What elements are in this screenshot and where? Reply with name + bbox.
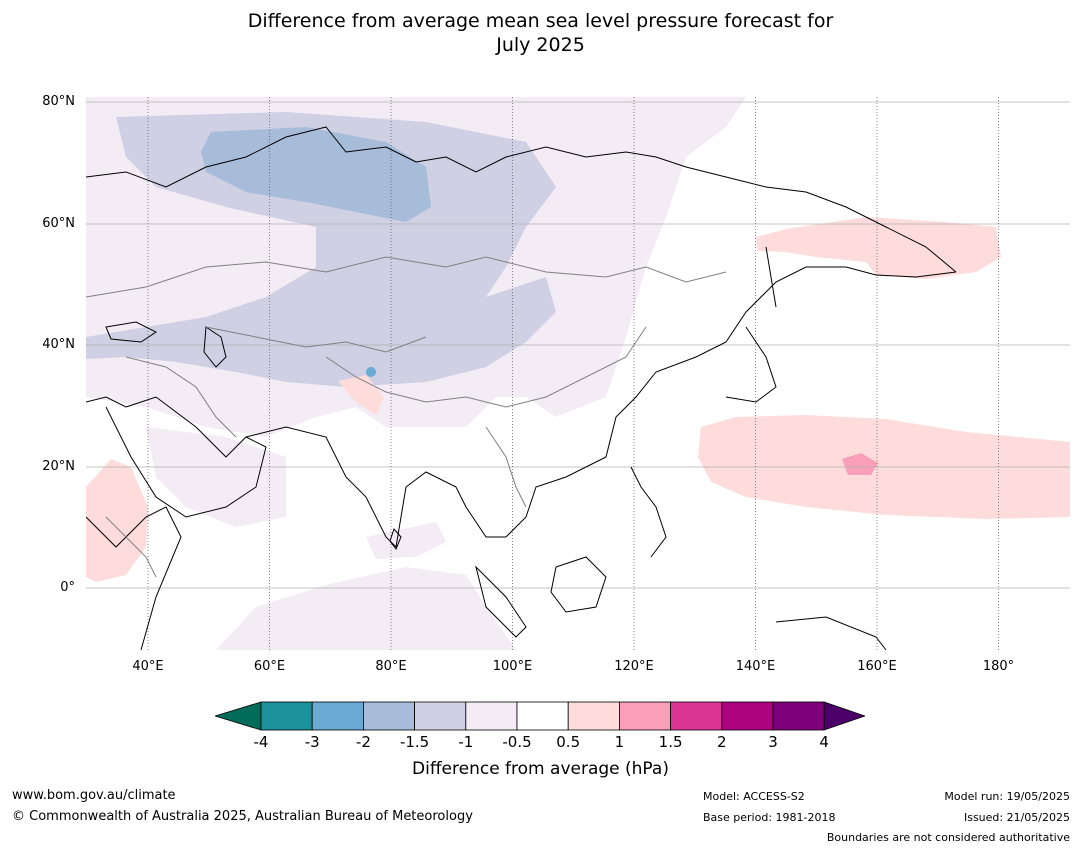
coast-arabia [105, 406, 267, 518]
colorbar-tick-label: -4 [253, 733, 269, 751]
coast-pacific-asia [505, 266, 957, 538]
footer-model: Model: ACCESS-S2 [703, 790, 805, 803]
colorbar-segment [362, 701, 415, 731]
anomaly-pos05-africa [86, 459, 148, 582]
footer-disclaimer: Boundaries are not considered authoritat… [826, 831, 1070, 844]
coast-south-asia [86, 396, 506, 549]
lon-tick-label: 60°E [253, 659, 286, 674]
border-se-asia [485, 426, 527, 508]
lat-tick-label: 0° [60, 580, 75, 595]
lon-tick-label: 80°E [375, 659, 407, 674]
colorbar-tick-label: -2 [355, 733, 371, 751]
coast-black-sea [105, 321, 157, 343]
coast-africa-east [86, 506, 182, 650]
border-russia-south [86, 256, 727, 298]
coast-philippines [630, 466, 667, 558]
border-central-asia [205, 326, 427, 353]
colorbar-tick-label: -0.5 [502, 733, 532, 751]
border-middle-east [125, 356, 237, 438]
colorbar-segment [311, 701, 364, 731]
lat-tick-label: 20°N [42, 459, 75, 474]
country-boundaries [86, 256, 727, 578]
lat-tick-label: 80°N [42, 94, 75, 109]
lon-tick-label: 40°E [132, 659, 164, 674]
lon-tick-label: 180° [982, 659, 1015, 674]
colorbar-tick-label: 1 [614, 733, 625, 751]
coast-arctic [86, 126, 957, 273]
colorbar-segment [414, 701, 467, 731]
coast-sri-lanka [389, 528, 402, 550]
colorbar [215, 701, 865, 731]
colorbar-extend-high [823, 701, 865, 731]
colorbar-tick-label: -3 [304, 733, 320, 751]
anomaly-neg05-south [216, 567, 516, 650]
lon-tick-label: 160°E [857, 659, 897, 674]
coast-japan [725, 326, 777, 403]
anomaly-neg2-spot [366, 367, 376, 377]
footer-copyright: © Commonwealth of Australia 2025, Austra… [12, 809, 473, 824]
colorbar-tick-label: 3 [768, 733, 778, 751]
footer-url[interactable]: www.bom.gov.au/climate [12, 788, 176, 803]
chart-title: Difference from average mean sea level p… [0, 9, 1081, 57]
anomaly-pos1-pacific [842, 453, 878, 475]
colorbar-segment [567, 701, 620, 731]
colorbar-tick-label: 1.5 [658, 733, 683, 751]
border-china-east [505, 326, 647, 408]
colorbar-segment [465, 701, 518, 731]
colorbar-segment [670, 701, 723, 731]
coast-sumatra [475, 565, 527, 638]
colorbar-tick-label: -1 [458, 733, 474, 751]
border-africa [105, 516, 157, 578]
coast-caspian [203, 326, 227, 368]
colorbar-tick-label: 0.5 [556, 733, 581, 751]
border-china-india [325, 356, 507, 408]
lat-tick-label: 40°N [42, 337, 75, 352]
footer-model-run: Model run: 19/05/2025 [944, 790, 1070, 803]
anomaly-neg05-arabia [146, 427, 286, 527]
colorbar-segment [516, 701, 569, 731]
colorbar-segment [772, 701, 825, 731]
anomaly-pos05-kamchatka [756, 217, 1001, 279]
colorbar-label: Difference from average (hPa) [412, 759, 669, 779]
colorbar-extend-low [215, 701, 262, 731]
map-panel [86, 97, 1070, 650]
lon-tick-label: 120°E [614, 659, 654, 674]
coast-borneo [550, 556, 607, 613]
lon-tick-label: 100°E [492, 659, 533, 674]
anomaly-neg05-indian [366, 522, 446, 559]
colorbar-tick-label: 2 [717, 733, 727, 751]
colorbar-segment [721, 701, 774, 731]
colorbar-tick-label: 4 [819, 733, 829, 751]
anomaly-fields [86, 97, 1070, 650]
map-svg [86, 97, 1070, 650]
title-line-2: July 2025 [496, 34, 585, 56]
footer-base-period: Base period: 1981-2018 [703, 811, 836, 824]
coast-sakhalin [765, 246, 777, 308]
gridlines [86, 97, 1070, 650]
coastlines [86, 126, 957, 650]
colorbar-segment [618, 701, 671, 731]
lat-tick-label: 60°N [42, 216, 75, 231]
lon-tick-label: 140°E [735, 659, 776, 674]
colorbar-segment [260, 701, 313, 731]
title-line-1: Difference from average mean sea level p… [247, 10, 834, 32]
coast-new-guinea [775, 616, 887, 650]
anomaly-neg1 [86, 112, 556, 387]
footer-issued: Issued: 21/05/2025 [963, 811, 1070, 824]
colorbar-tick-label: -1.5 [399, 733, 430, 751]
